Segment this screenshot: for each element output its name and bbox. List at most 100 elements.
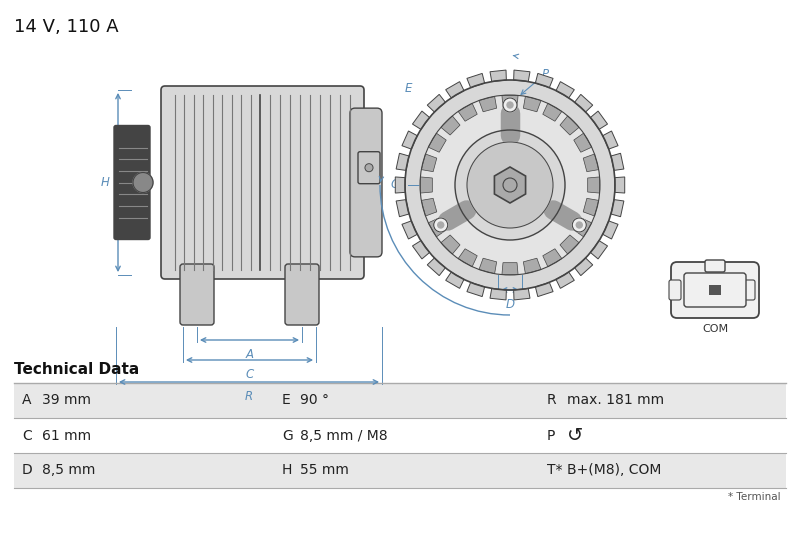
- Polygon shape: [502, 95, 518, 107]
- Polygon shape: [588, 177, 600, 193]
- Text: H: H: [101, 176, 110, 189]
- Polygon shape: [602, 221, 618, 239]
- Text: R: R: [547, 393, 557, 408]
- Circle shape: [365, 164, 373, 172]
- Polygon shape: [422, 154, 437, 172]
- Polygon shape: [413, 240, 430, 259]
- Circle shape: [438, 222, 444, 228]
- Polygon shape: [494, 167, 526, 203]
- Circle shape: [503, 178, 517, 192]
- Text: C: C: [22, 429, 32, 442]
- Circle shape: [405, 80, 615, 290]
- Text: D: D: [22, 464, 33, 478]
- Text: E: E: [404, 82, 412, 94]
- Polygon shape: [560, 235, 579, 254]
- FancyBboxPatch shape: [180, 264, 214, 325]
- Text: 55 mm: 55 mm: [300, 464, 349, 478]
- FancyBboxPatch shape: [285, 264, 319, 325]
- Polygon shape: [413, 111, 430, 130]
- Polygon shape: [514, 288, 530, 300]
- Circle shape: [420, 95, 600, 275]
- Circle shape: [455, 130, 565, 240]
- Polygon shape: [428, 133, 446, 152]
- FancyBboxPatch shape: [358, 152, 380, 184]
- Circle shape: [507, 102, 513, 108]
- Circle shape: [133, 173, 153, 192]
- Text: T*: T*: [547, 464, 562, 478]
- Text: A: A: [22, 393, 31, 408]
- Text: * Terminal: * Terminal: [728, 492, 781, 502]
- Polygon shape: [542, 249, 562, 266]
- Text: H: H: [282, 464, 292, 478]
- FancyBboxPatch shape: [684, 273, 746, 307]
- Polygon shape: [446, 82, 464, 98]
- Polygon shape: [535, 74, 553, 87]
- Polygon shape: [458, 103, 478, 121]
- FancyBboxPatch shape: [743, 280, 755, 300]
- Text: max. 181 mm: max. 181 mm: [567, 393, 664, 408]
- Polygon shape: [574, 94, 593, 112]
- Text: P: P: [542, 69, 549, 82]
- Polygon shape: [523, 96, 541, 112]
- Polygon shape: [602, 131, 618, 149]
- Text: G: G: [282, 429, 293, 442]
- Polygon shape: [420, 177, 432, 193]
- FancyBboxPatch shape: [114, 125, 150, 239]
- Polygon shape: [574, 218, 592, 237]
- Polygon shape: [427, 94, 446, 112]
- Polygon shape: [574, 133, 592, 152]
- FancyBboxPatch shape: [705, 260, 725, 272]
- Polygon shape: [502, 263, 518, 274]
- Circle shape: [576, 222, 582, 228]
- Polygon shape: [402, 221, 418, 239]
- Polygon shape: [467, 74, 485, 87]
- Polygon shape: [542, 103, 562, 121]
- FancyBboxPatch shape: [671, 262, 759, 318]
- Polygon shape: [441, 235, 460, 254]
- Polygon shape: [574, 258, 593, 276]
- Polygon shape: [514, 70, 530, 82]
- Polygon shape: [611, 199, 624, 217]
- Circle shape: [434, 218, 448, 232]
- Polygon shape: [523, 258, 541, 273]
- Polygon shape: [428, 218, 446, 237]
- Polygon shape: [402, 131, 418, 149]
- Text: B+(M8), COM: B+(M8), COM: [567, 464, 662, 478]
- Polygon shape: [479, 96, 497, 112]
- Text: 14 V, 110 A: 14 V, 110 A: [14, 18, 118, 36]
- Circle shape: [467, 142, 553, 228]
- Polygon shape: [583, 198, 598, 216]
- Polygon shape: [446, 272, 464, 288]
- Bar: [14, 418, 786, 453]
- Polygon shape: [458, 249, 478, 266]
- Bar: [14, 453, 786, 488]
- Polygon shape: [396, 199, 409, 217]
- Polygon shape: [590, 240, 607, 259]
- Polygon shape: [556, 272, 574, 288]
- Text: COM: COM: [702, 324, 728, 334]
- Text: R: R: [245, 390, 253, 403]
- Text: P: P: [547, 429, 555, 442]
- Text: E: E: [282, 393, 290, 408]
- Circle shape: [503, 98, 517, 112]
- Polygon shape: [590, 111, 607, 130]
- Polygon shape: [467, 282, 485, 296]
- Circle shape: [572, 218, 586, 232]
- Text: Technical Data: Technical Data: [14, 362, 139, 377]
- Text: 8,5 mm: 8,5 mm: [42, 464, 95, 478]
- Polygon shape: [490, 288, 506, 300]
- Text: A: A: [246, 348, 254, 361]
- Polygon shape: [490, 70, 506, 82]
- Text: 90 °: 90 °: [300, 393, 329, 408]
- Text: 8,5 mm / M8: 8,5 mm / M8: [300, 429, 388, 442]
- Text: C: C: [246, 368, 254, 381]
- Polygon shape: [441, 116, 460, 135]
- Polygon shape: [556, 82, 574, 98]
- Text: D: D: [506, 298, 514, 311]
- FancyBboxPatch shape: [161, 86, 364, 279]
- Polygon shape: [427, 258, 446, 276]
- Polygon shape: [560, 116, 579, 135]
- FancyBboxPatch shape: [669, 280, 681, 300]
- Bar: [709, 285, 721, 295]
- Polygon shape: [422, 198, 437, 216]
